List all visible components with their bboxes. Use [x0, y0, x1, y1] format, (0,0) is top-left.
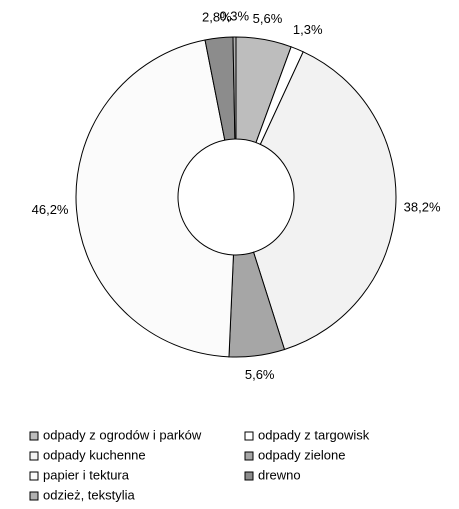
legend-swatch — [29, 431, 39, 441]
data-label: 5,6% — [245, 367, 275, 382]
legend-swatch — [29, 491, 39, 501]
legend-label: drewno — [258, 467, 301, 482]
data-label: 38,2% — [404, 200, 441, 215]
legend-swatch — [29, 451, 39, 461]
data-label: 1,3% — [293, 22, 323, 37]
legend-label: odpady kuchenne — [43, 447, 146, 462]
data-label: 5,6% — [253, 11, 283, 26]
donut-slice — [252, 51, 397, 351]
donut-slice — [75, 39, 234, 358]
legend-swatch — [244, 451, 254, 461]
donut-slice — [232, 36, 237, 140]
data-label: 2,8% — [202, 9, 232, 24]
legend-label: papier i tektura — [43, 467, 130, 482]
legend-swatch — [29, 471, 39, 481]
legend-label: odpady z ogrodów i parków — [43, 427, 202, 442]
legend-swatch — [244, 471, 254, 481]
legend-label: odpady zielone — [258, 447, 345, 462]
legend-label: odzież, tekstylia — [43, 487, 136, 502]
data-label: 46,2% — [32, 202, 69, 217]
legend-swatch — [244, 431, 254, 441]
legend-label: odpady z targowisk — [258, 427, 370, 442]
data-label: 0,3% — [219, 8, 249, 23]
